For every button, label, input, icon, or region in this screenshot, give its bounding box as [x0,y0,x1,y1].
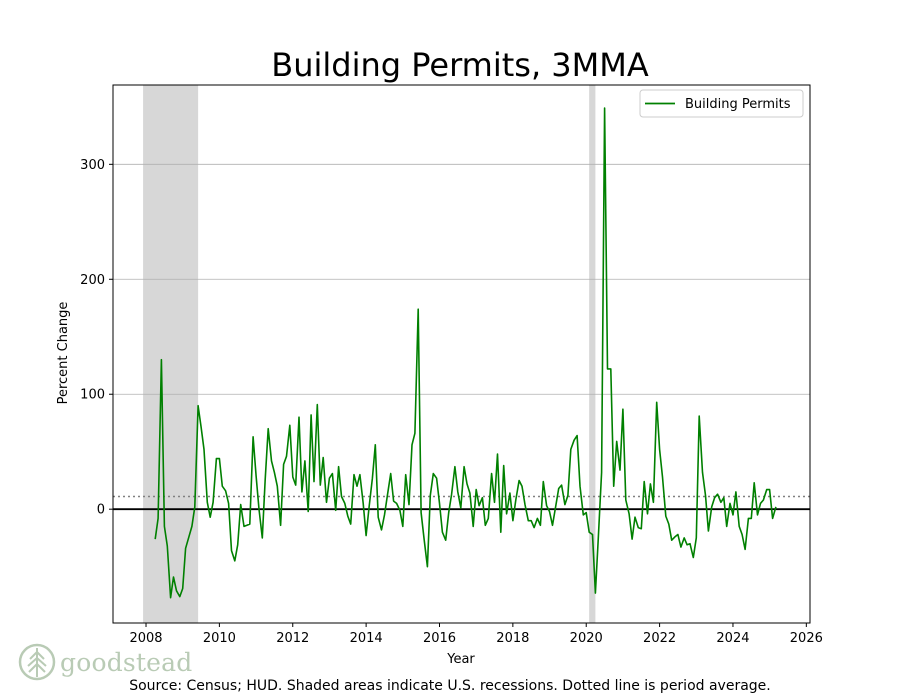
x-tick-label: 2012 [276,631,309,646]
plot-area [113,85,810,623]
source-note: Source: Census; HUD. Shaded areas indica… [129,678,771,694]
x-tick-label: 2020 [570,631,603,646]
recession-band-1 [143,85,199,623]
plot-border [112,84,811,624]
x-tick-label: 2008 [129,631,162,646]
series-line-1 [154,107,777,599]
x-tick-label: 2018 [496,631,529,646]
x-tick-label: 2026 [790,631,823,646]
x-axis-title: Year [446,652,475,667]
x-tick-label: 2010 [203,631,236,646]
legend: Building Permits [639,89,804,118]
plot-frame [112,84,811,624]
x-tick-label: 2016 [423,631,456,646]
logo-wordmark: goodstead [60,647,193,677]
y-axis-title: Percent Change [56,302,71,405]
y-tick-label: 300 [80,158,105,173]
x-tick-label: 2024 [716,631,749,646]
recession-shading [143,85,596,623]
y-tick-label: 0 [97,503,105,518]
goodstead-logo: goodstead [18,640,193,684]
chart-title: Building Permits, 3MMA [271,46,649,84]
plot-background [113,85,810,623]
series-layer [154,107,777,599]
x-axis-ticks: 2008 2010 2012 2014 2016 2018 2020 2022 2024 2026 [129,623,823,646]
recession-band-2 [589,85,596,623]
y-tick-label: 100 [80,388,105,403]
tree-icon [18,643,56,681]
y-axis-ticks: 0 100 200 300 [80,158,113,518]
legend-label: Building Permits [685,97,791,112]
y-tick-label: 200 [80,273,105,288]
x-tick-label: 2022 [643,631,676,646]
x-tick-label: 2014 [350,631,383,646]
legend-box [639,89,804,118]
